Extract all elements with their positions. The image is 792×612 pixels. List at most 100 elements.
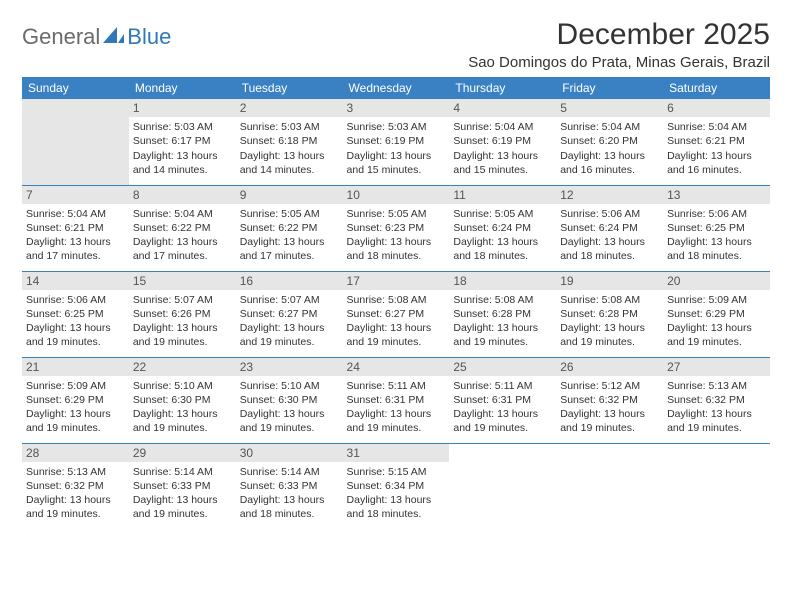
sunset-text: Sunset: 6:21 PM (26, 221, 125, 235)
logo: General Blue (22, 24, 171, 50)
sunrise-text: Sunrise: 5:05 AM (240, 207, 339, 221)
day-number: 20 (663, 272, 770, 290)
daylight-text: Daylight: 13 hours and 19 minutes. (560, 321, 659, 349)
weekday-header: Wednesday (343, 77, 450, 99)
sunset-text: Sunset: 6:31 PM (347, 393, 446, 407)
sunset-text: Sunset: 6:32 PM (26, 479, 125, 493)
daylight-text: Daylight: 13 hours and 18 minutes. (347, 235, 446, 263)
calendar-day-cell (663, 443, 770, 529)
calendar-day-cell: 4Sunrise: 5:04 AMSunset: 6:19 PMDaylight… (449, 99, 556, 185)
calendar-day-cell: 1Sunrise: 5:03 AMSunset: 6:17 PMDaylight… (129, 99, 236, 185)
day-number: 21 (22, 358, 129, 376)
sunrise-text: Sunrise: 5:05 AM (453, 207, 552, 221)
daylight-text: Daylight: 13 hours and 19 minutes. (240, 407, 339, 435)
day-number: 29 (129, 444, 236, 462)
calendar-week-row: 14Sunrise: 5:06 AMSunset: 6:25 PMDayligh… (22, 271, 770, 357)
month-title: December 2025 (468, 18, 770, 52)
calendar-week-row: 7Sunrise: 5:04 AMSunset: 6:21 PMDaylight… (22, 185, 770, 271)
calendar-day-cell: 20Sunrise: 5:09 AMSunset: 6:29 PMDayligh… (663, 271, 770, 357)
weekday-header: Monday (129, 77, 236, 99)
daylight-text: Daylight: 13 hours and 15 minutes. (347, 149, 446, 177)
day-number: 16 (236, 272, 343, 290)
daylight-text: Daylight: 13 hours and 19 minutes. (133, 493, 232, 521)
sunrise-text: Sunrise: 5:04 AM (133, 207, 232, 221)
daylight-text: Daylight: 13 hours and 17 minutes. (133, 235, 232, 263)
daylight-text: Daylight: 13 hours and 15 minutes. (453, 149, 552, 177)
sunset-text: Sunset: 6:19 PM (453, 134, 552, 148)
sunrise-text: Sunrise: 5:10 AM (133, 379, 232, 393)
sunset-text: Sunset: 6:24 PM (453, 221, 552, 235)
sunset-text: Sunset: 6:19 PM (347, 134, 446, 148)
sunset-text: Sunset: 6:32 PM (667, 393, 766, 407)
day-number: 28 (22, 444, 129, 462)
day-number: 1 (129, 99, 236, 117)
sunset-text: Sunset: 6:22 PM (240, 221, 339, 235)
sunrise-text: Sunrise: 5:04 AM (560, 120, 659, 134)
day-number: 6 (663, 99, 770, 117)
daylight-text: Daylight: 13 hours and 19 minutes. (347, 407, 446, 435)
sunset-text: Sunset: 6:18 PM (240, 134, 339, 148)
day-number: 8 (129, 186, 236, 204)
sunrise-text: Sunrise: 5:08 AM (560, 293, 659, 307)
sunset-text: Sunset: 6:25 PM (26, 307, 125, 321)
sunrise-text: Sunrise: 5:06 AM (26, 293, 125, 307)
sunset-text: Sunset: 6:28 PM (560, 307, 659, 321)
calendar-day-cell: 21Sunrise: 5:09 AMSunset: 6:29 PMDayligh… (22, 357, 129, 443)
day-number: 31 (343, 444, 450, 462)
weekday-header: Tuesday (236, 77, 343, 99)
calendar-day-cell: 22Sunrise: 5:10 AMSunset: 6:30 PMDayligh… (129, 357, 236, 443)
sunrise-text: Sunrise: 5:11 AM (347, 379, 446, 393)
sunset-text: Sunset: 6:22 PM (133, 221, 232, 235)
sunrise-text: Sunrise: 5:03 AM (133, 120, 232, 134)
calendar-day-cell: 23Sunrise: 5:10 AMSunset: 6:30 PMDayligh… (236, 357, 343, 443)
calendar-day-cell: 31Sunrise: 5:15 AMSunset: 6:34 PMDayligh… (343, 443, 450, 529)
sunset-text: Sunset: 6:30 PM (240, 393, 339, 407)
title-block: December 2025 Sao Domingos do Prata, Min… (468, 18, 770, 71)
sunset-text: Sunset: 6:21 PM (667, 134, 766, 148)
sunset-text: Sunset: 6:29 PM (667, 307, 766, 321)
calendar-day-cell: 12Sunrise: 5:06 AMSunset: 6:24 PMDayligh… (556, 185, 663, 271)
sunset-text: Sunset: 6:17 PM (133, 134, 232, 148)
daylight-text: Daylight: 13 hours and 19 minutes. (667, 321, 766, 349)
calendar-day-cell: 14Sunrise: 5:06 AMSunset: 6:25 PMDayligh… (22, 271, 129, 357)
sunset-text: Sunset: 6:28 PM (453, 307, 552, 321)
calendar-day-cell: 28Sunrise: 5:13 AMSunset: 6:32 PMDayligh… (22, 443, 129, 529)
calendar-day-cell: 19Sunrise: 5:08 AMSunset: 6:28 PMDayligh… (556, 271, 663, 357)
sunset-text: Sunset: 6:33 PM (240, 479, 339, 493)
sunset-text: Sunset: 6:29 PM (26, 393, 125, 407)
sunset-text: Sunset: 6:32 PM (560, 393, 659, 407)
calendar-day-cell: 3 Sunrise: 5:03 AMSunset: 6:19 PMDaylight… (343, 99, 450, 185)
daylight-text: Daylight: 13 hours and 19 minutes. (453, 321, 552, 349)
day-number: 3 (343, 99, 450, 117)
weekday-header: Saturday (663, 77, 770, 99)
weekday-header: Friday (556, 77, 663, 99)
calendar-day-cell: 16Sunrise: 5:07 AMSunset: 6:27 PMDayligh… (236, 271, 343, 357)
daylight-text: Daylight: 13 hours and 18 minutes. (453, 235, 552, 263)
calendar-day-cell: 27Sunrise: 5:13 AMSunset: 6:32 PMDayligh… (663, 357, 770, 443)
calendar-day-cell: 13Sunrise: 5:06 AMSunset: 6:25 PMDayligh… (663, 185, 770, 271)
sunrise-text: Sunrise: 5:06 AM (560, 207, 659, 221)
logo-text-blue: Blue (127, 24, 171, 50)
day-number: 15 (129, 272, 236, 290)
daylight-text: Daylight: 13 hours and 19 minutes. (560, 407, 659, 435)
calendar-week-row: 28Sunrise: 5:13 AMSunset: 6:32 PMDayligh… (22, 443, 770, 529)
sunset-text: Sunset: 6:26 PM (133, 307, 232, 321)
location-text: Sao Domingos do Prata, Minas Gerais, Bra… (468, 54, 770, 71)
sunrise-text: Sunrise: 5:03 AM (347, 120, 446, 134)
calendar-week-row: 1Sunrise: 5:03 AMSunset: 6:17 PMDaylight… (22, 99, 770, 185)
sunset-text: Sunset: 6:20 PM (560, 134, 659, 148)
logo-sail-icon (103, 25, 125, 50)
sunrise-text: Sunrise: 5:14 AM (240, 465, 339, 479)
day-number: 4 (449, 99, 556, 117)
day-number: 23 (236, 358, 343, 376)
sunset-text: Sunset: 6:23 PM (347, 221, 446, 235)
day-number: 25 (449, 358, 556, 376)
daylight-text: Daylight: 13 hours and 19 minutes. (133, 407, 232, 435)
sunset-text: Sunset: 6:25 PM (667, 221, 766, 235)
day-number: 11 (449, 186, 556, 204)
sunrise-text: Sunrise: 5:04 AM (667, 120, 766, 134)
day-number: 27 (663, 358, 770, 376)
sunset-text: Sunset: 6:31 PM (453, 393, 552, 407)
logo-text-general: General (22, 24, 100, 50)
calendar-day-cell: 25Sunrise: 5:11 AMSunset: 6:31 PMDayligh… (449, 357, 556, 443)
